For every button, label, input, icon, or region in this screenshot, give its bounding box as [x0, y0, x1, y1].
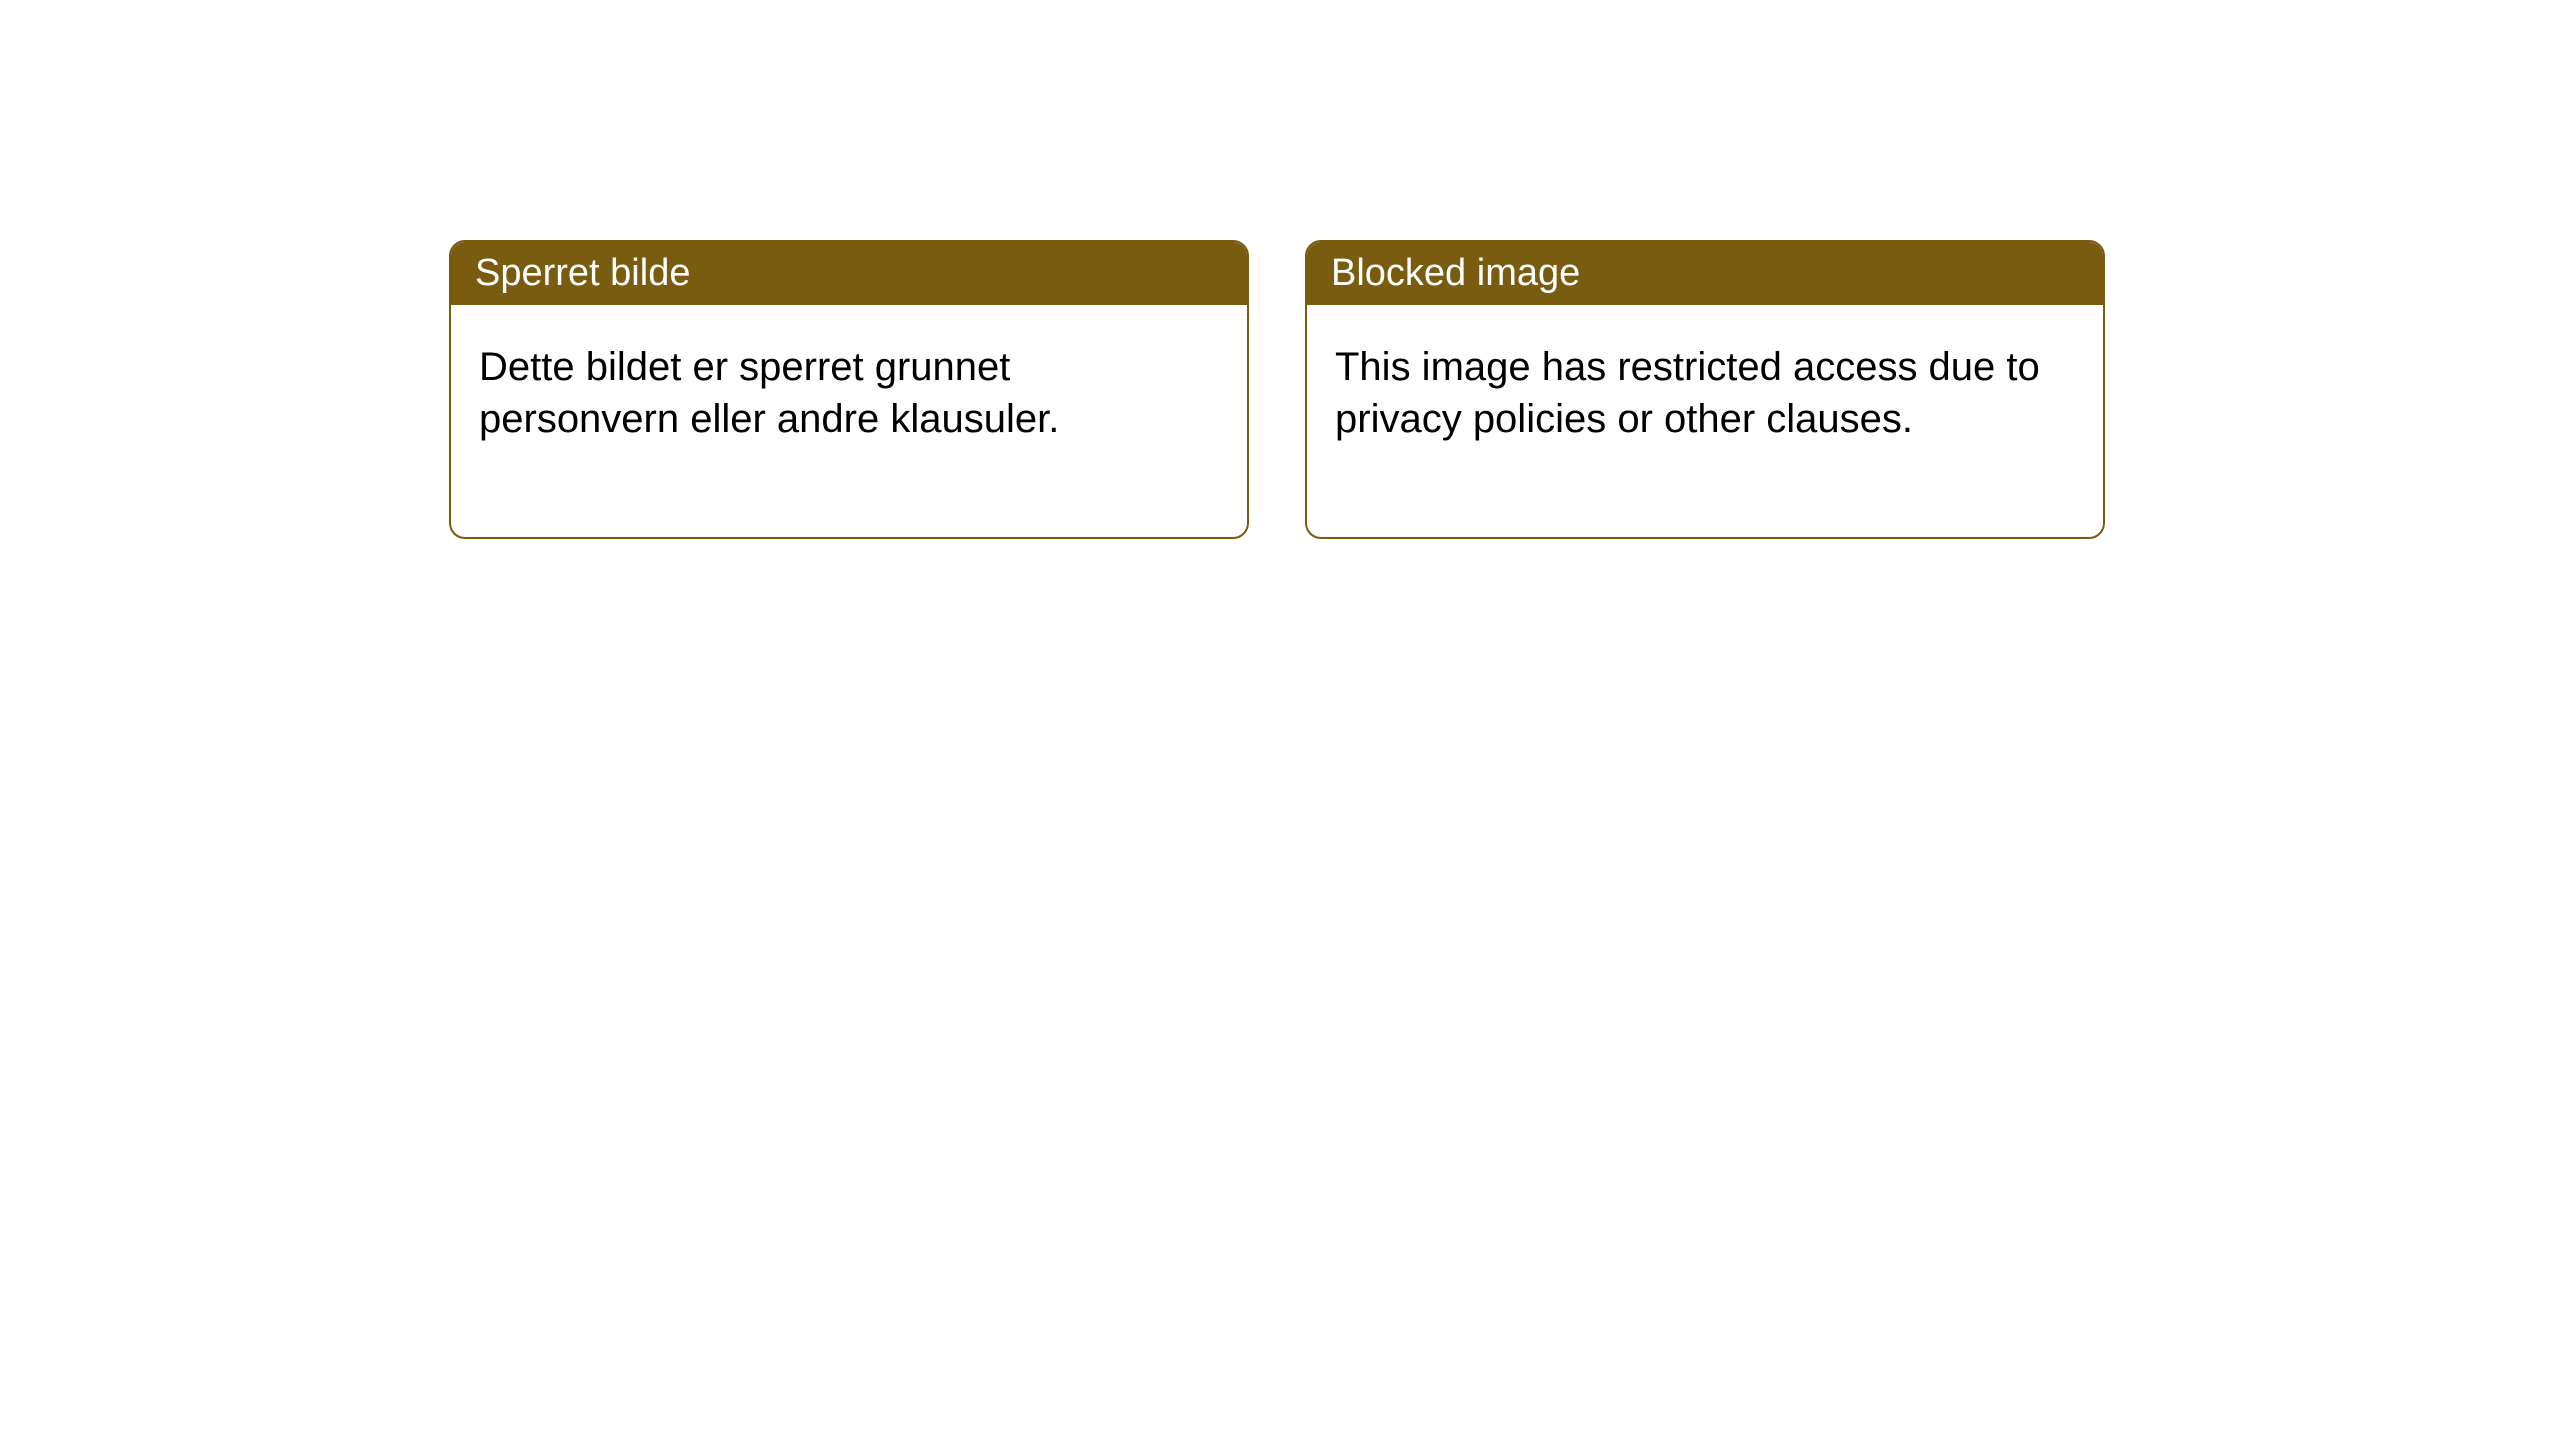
card-body-text: This image has restricted access due to … [1335, 345, 2040, 441]
notice-card-norwegian: Sperret bilde Dette bildet er sperret gr… [449, 240, 1249, 539]
notice-cards-container: Sperret bilde Dette bildet er sperret gr… [449, 240, 2105, 539]
card-title: Blocked image [1331, 252, 1580, 294]
card-header: Blocked image [1307, 242, 2103, 305]
card-body-text: Dette bildet er sperret grunnet personve… [479, 345, 1059, 441]
card-body: This image has restricted access due to … [1307, 305, 2103, 537]
card-header: Sperret bilde [451, 242, 1247, 305]
card-title: Sperret bilde [475, 252, 690, 294]
card-body: Dette bildet er sperret grunnet personve… [451, 305, 1247, 537]
notice-card-english: Blocked image This image has restricted … [1305, 240, 2105, 539]
